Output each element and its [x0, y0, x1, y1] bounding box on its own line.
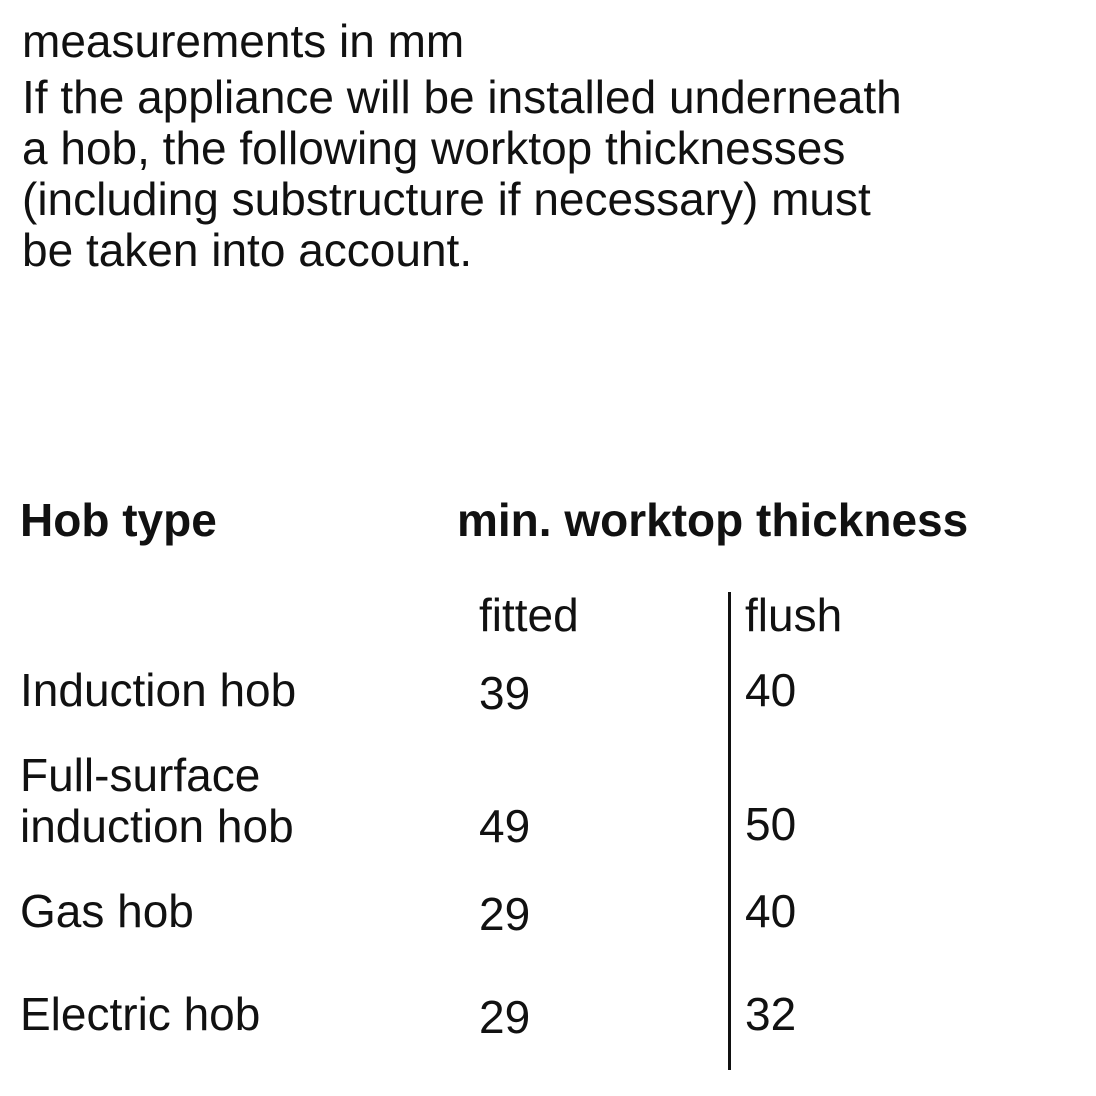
row-name: induction hob: [20, 800, 294, 852]
row-fitted: 39: [479, 667, 531, 719]
col-flush: flush: [745, 589, 843, 641]
row-flush: 32: [745, 988, 797, 1040]
row-name: Full-surface: [20, 749, 261, 801]
row-fitted: 29: [479, 991, 531, 1043]
intro-line: be taken into account.: [22, 224, 473, 276]
intro-line: (including substructure if necessary) mu…: [22, 173, 871, 225]
row-flush: 40: [745, 885, 797, 937]
row-name: Gas hob: [20, 885, 194, 937]
intro-line: If the appliance will be installed under…: [22, 71, 902, 123]
intro-line: a hob, the following worktop thicknesses: [22, 122, 846, 174]
row-flush: 40: [745, 664, 797, 716]
header-hob-type: Hob type: [20, 494, 217, 546]
row-flush: 50: [745, 798, 797, 850]
column-divider: [728, 592, 731, 1070]
col-fitted: fitted: [479, 589, 579, 641]
row-fitted: 29: [479, 888, 531, 940]
row-name: Electric hob: [20, 988, 261, 1040]
intro-line: measurements in mm: [22, 15, 465, 67]
row-name: Induction hob: [20, 664, 297, 716]
row-fitted: 49: [479, 800, 531, 852]
header-thickness: min. worktop thickness: [457, 494, 969, 546]
